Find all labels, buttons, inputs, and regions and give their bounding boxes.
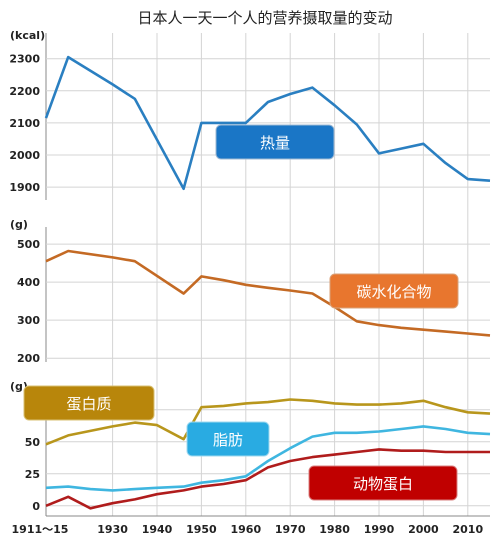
- label-carbohydrate: 碳水化合物: [356, 283, 431, 301]
- y-tick-labels: 190020002100220023002003004005000255075: [9, 53, 40, 513]
- x-tick-1: 1930: [97, 523, 128, 536]
- series-line-p2-s0: [45, 398, 491, 446]
- y-tick-p2-2: 50: [25, 436, 41, 449]
- x-tick-2: 1940: [142, 523, 173, 536]
- panel2-unit: (g): [10, 218, 28, 231]
- x-tick-5: 1970: [275, 523, 306, 536]
- x-tick-7: 1990: [364, 523, 395, 536]
- series-line-p1-s0: [45, 249, 491, 337]
- label-protein: 蛋白质: [66, 395, 111, 413]
- y-tick-p0-3: 2200: [9, 85, 40, 98]
- series-lines: [44, 55, 491, 510]
- series-line-p2-s1: [45, 425, 491, 492]
- panel3-unit: (g): [10, 380, 28, 393]
- y-tick-p0-2: 2100: [9, 117, 40, 130]
- label-animal-protein: 动物蛋白: [353, 475, 413, 493]
- label-box-fat: 脂肪: [186, 421, 270, 457]
- series-line-p2-s2: [45, 448, 490, 510]
- x-tick-labels: 1911～15 1930 1940 1950 1960 1970 1980 1990 2000 2…: [12, 523, 484, 536]
- y-tick-p1-2: 400: [17, 276, 40, 289]
- label-calories: 热量: [260, 134, 290, 152]
- x-tick-3: 1950: [186, 523, 217, 536]
- label-fat: 脂肪: [213, 431, 243, 449]
- x-tick-6: 1980: [319, 523, 350, 536]
- x-tick-0: 1911～15: [12, 523, 69, 536]
- y-tick-p0-1: 2000: [9, 149, 40, 162]
- x-tick-8: 2000: [408, 523, 439, 536]
- label-box-animal-protein: 动物蛋白: [308, 465, 458, 501]
- y-tick-p1-3: 500: [17, 238, 40, 251]
- y-tick-p0-4: 2300: [9, 53, 40, 66]
- panel1-unit: (kcal): [10, 29, 45, 42]
- y-tick-p2-1: 25: [25, 468, 40, 481]
- x-tick-4: 1960: [230, 523, 261, 536]
- label-box-calories: 热量: [215, 124, 335, 160]
- chart-title: 日本人一天一个人的营养摄取量的变动: [137, 9, 392, 27]
- y-tick-p1-1: 300: [17, 314, 40, 327]
- y-tick-p0-0: 1900: [9, 181, 40, 194]
- series-line-p0-s0: [44, 55, 491, 191]
- y-tick-p1-0: 200: [17, 352, 40, 365]
- x-tick-9: 2010: [452, 523, 483, 536]
- y-tick-p2-0: 0: [32, 500, 40, 513]
- label-box-carbohydrate: 碳水化合物: [329, 273, 459, 309]
- label-box-protein: 蛋白质: [23, 385, 155, 421]
